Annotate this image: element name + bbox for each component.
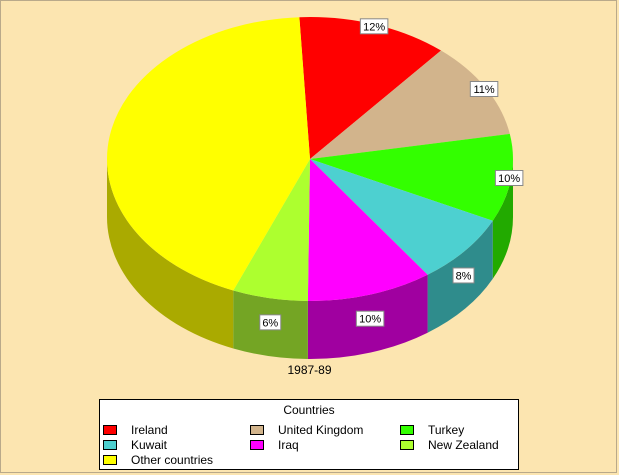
legend: Countries Ireland United Kingdom Turkey Kuw… (99, 399, 519, 470)
legend-swatch (103, 455, 117, 465)
pie-slice-united-kingdom (310, 50, 510, 159)
pie-side-turkey (492, 159, 513, 279)
pct-label-kuwait: 8% (456, 270, 472, 282)
legend-item-new-zealand: New Zealand (400, 438, 499, 452)
legend-label: Kuwait (131, 438, 168, 452)
pct-label-box (452, 267, 475, 284)
legend-label: Turkey (428, 423, 465, 437)
pct-label-box (469, 81, 499, 97)
pie-slice-iraq (307, 159, 428, 301)
pct-label-united-kingdom: 11% (473, 84, 494, 96)
legend-item-other-countries: Other countries (103, 453, 213, 467)
pct-label-box (359, 18, 389, 35)
legend-swatch (103, 440, 117, 450)
legend-item-ireland: Ireland (103, 423, 168, 437)
legend-swatch (400, 440, 414, 450)
pie-slice-new-zealand (233, 159, 310, 301)
legend-swatch (103, 425, 117, 435)
legend-label: New Zealand (428, 438, 499, 452)
pct-label-box (259, 314, 282, 331)
legend-swatch (250, 440, 264, 450)
pie-slice-kuwait (310, 159, 493, 275)
pie-slice-ireland (299, 17, 442, 159)
pct-label-turkey: 10% (498, 173, 520, 185)
legend-label: United Kingdom (278, 423, 364, 437)
legend-item-kuwait: Kuwait (103, 438, 167, 452)
legend-item-united-kingdom: United Kingdom (250, 423, 363, 437)
pie-slice-other-countries (106, 17, 311, 291)
legend-label: Iraq (278, 438, 299, 452)
legend-swatch (400, 425, 414, 435)
pct-label-box (494, 170, 524, 187)
legend-title: Countries (283, 403, 335, 417)
pct-label-box (355, 310, 385, 327)
chart-title: 1987-89 (287, 363, 332, 377)
legend-label: Ireland (131, 423, 168, 437)
legend-item-iraq: Iraq (250, 438, 299, 452)
pct-label-iraq: 10% (359, 314, 381, 326)
pct-label-new-zealand: 6% (262, 317, 278, 329)
pie-side-other-countries (107, 159, 234, 349)
legend-swatch (250, 425, 264, 435)
legend-label: Other countries (131, 453, 214, 467)
pie-slice-turkey (310, 133, 513, 221)
pct-label-ireland: 12% (363, 21, 385, 33)
legend-item-turkey: Turkey (400, 423, 464, 437)
